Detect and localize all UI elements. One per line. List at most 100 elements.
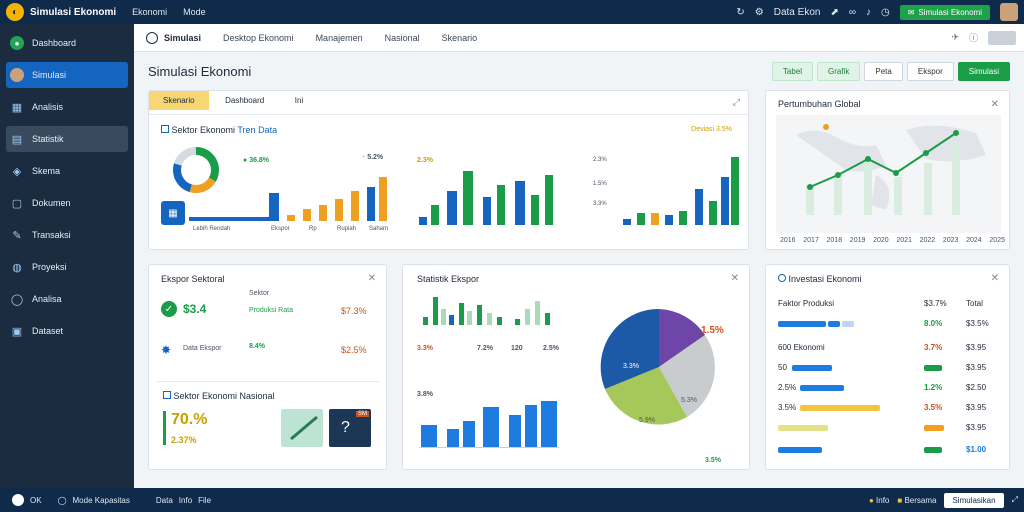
simulasi-button[interactable]: Simulasi: [957, 62, 1010, 81]
share-icon[interactable]: ⬈: [830, 6, 839, 18]
bar: [515, 181, 525, 225]
clock-icon[interactable]: ◷: [880, 6, 890, 18]
topbar-action-button[interactable]: ✉ Simulasi Ekonomi: [899, 4, 990, 20]
sidebar-item-analisa[interactable]: ◯ Analisa: [10, 293, 62, 306]
bar-chart-c: [615, 153, 739, 225]
close-icon[interactable]: ✕: [730, 273, 739, 284]
peta-button[interactable]: Peta: [864, 62, 903, 81]
row-bar: [924, 365, 942, 371]
bar: [731, 157, 739, 225]
axis-line: [419, 447, 559, 448]
menu-item-mode[interactable]: Mode: [183, 7, 206, 17]
sidebar-item-dataset[interactable]: ▣ Dataset: [11, 325, 64, 338]
sidebar-item-statistik[interactable]: ▤ Statistik: [6, 126, 128, 152]
document-icon: ▢: [11, 197, 23, 210]
tab-skenario[interactable]: Skenario: [441, 32, 478, 43]
bar: [421, 425, 437, 447]
row-bar: [924, 447, 942, 453]
mode-label[interactable]: Mode Kapasitas: [72, 495, 130, 505]
investment-card: Investasi Ekonomi ✕ Faktor Produksi $3.7…: [765, 264, 1010, 470]
bar: [303, 209, 311, 221]
chart-c-low: 3.3%: [593, 201, 607, 207]
pie-label: 5.3%: [681, 397, 697, 404]
avatar[interactable]: [1000, 3, 1018, 21]
info-icon[interactable]: ⓘ: [968, 33, 978, 43]
card-title: Investasi Ekonomi: [778, 274, 862, 284]
info-tag[interactable]: ● Info: [868, 495, 890, 505]
bar: [449, 315, 454, 325]
link-icon[interactable]: ∞: [848, 6, 856, 18]
pin-icon[interactable]: ✈: [951, 32, 959, 42]
pie-label: 3.3%: [623, 363, 639, 370]
file-label[interactable]: File: [198, 495, 212, 505]
search-box[interactable]: [988, 30, 1016, 45]
kpi-2: ◔ 5.2%: [361, 154, 384, 161]
bar: [269, 193, 279, 221]
menu-item-ekonomi[interactable]: Ekonomi: [132, 7, 168, 17]
sector-title: Sektor Ekonomi Tren Data: [161, 125, 277, 135]
bar: [515, 319, 520, 325]
tab-nasional[interactable]: Nasional: [384, 32, 420, 43]
bar: [651, 213, 659, 225]
user-label[interactable]: Data Ekon: [773, 6, 821, 18]
kpi-export-sub: Sektor: [249, 290, 270, 297]
sidebar-item-proyeksi[interactable]: ◍ Proyeksi: [6, 254, 128, 280]
expand-icon[interactable]: ⤢: [732, 97, 740, 107]
bar: [447, 429, 459, 447]
section-title: Sektor Ekonomi Nasional: [163, 391, 275, 401]
sidebar-item-dokumen[interactable]: ▢ Dokumen: [11, 197, 71, 210]
tab-skenario-card[interactable]: Skenario: [149, 91, 209, 110]
close-icon[interactable]: ✕: [367, 273, 376, 284]
sector-export-card: Ekspor Sektoral ✕ ✓ $3.4 Sektor Produksi…: [148, 264, 387, 470]
thumbnail-image-dark[interactable]: SM ?: [329, 409, 371, 447]
refresh-icon[interactable]: ↻: [736, 6, 745, 18]
circle-icon: ◯: [57, 495, 67, 505]
layers-icon: ◈: [12, 165, 22, 178]
bar: [463, 171, 473, 225]
tab-desktop[interactable]: Desktop Ekonomi: [223, 32, 294, 43]
tab-home[interactable]: Simulasi: [134, 31, 201, 44]
info-label[interactable]: Info: [178, 495, 193, 505]
thumbnail-image[interactable]: [281, 409, 323, 447]
expand-icon[interactable]: ⤢: [1011, 495, 1018, 504]
settings-icon[interactable]: ⚙: [754, 6, 764, 18]
bar: [637, 213, 645, 225]
bar: [483, 197, 491, 225]
app-title: Simulasi Ekonomi: [30, 6, 117, 18]
table-header: Faktor Produksi: [778, 299, 835, 308]
sidebar-item-dashboard[interactable]: ● Dashboard: [6, 30, 128, 56]
close-icon[interactable]: ✕: [990, 99, 999, 110]
bar: [431, 205, 439, 225]
ekspor-button[interactable]: Ekspor: [906, 62, 954, 81]
big-value: 70.%: [171, 411, 208, 428]
status-bar: OK ◯ Mode Kapasitas Data Info File ● Inf…: [0, 488, 1024, 512]
tab-manajemen[interactable]: Manajemen: [315, 32, 363, 43]
pie-label: 5.9%: [639, 417, 655, 424]
data-label[interactable]: Data: [155, 495, 173, 505]
bar: [463, 421, 475, 447]
tab-dashboard-card[interactable]: Dashboard: [225, 96, 265, 105]
close-icon[interactable]: ✕: [990, 273, 999, 284]
tab-ini-card[interactable]: Ini: [294, 96, 304, 105]
simulate-button[interactable]: Simulasikan: [944, 492, 1004, 508]
sidebar-item-skema[interactable]: ◈ Skema: [6, 158, 128, 184]
bar: [467, 311, 472, 325]
blue-chart-label: 3.8%: [417, 391, 433, 398]
export-stats-card: Statistik Ekspor ✕ 3.3% 7.2% 120 2.5% 3.…: [402, 264, 750, 470]
sidebar-item-analisis[interactable]: ▦ Analisis: [11, 101, 64, 114]
tabel-button[interactable]: Tabel: [771, 62, 814, 81]
grafik-button[interactable]: Grafik: [817, 62, 861, 81]
bar: [459, 303, 464, 325]
sidebar-item-transaksi[interactable]: ✎ Transaksi: [6, 222, 128, 248]
bell-icon[interactable]: ♪: [865, 6, 871, 18]
axis-label: Saham: [369, 226, 389, 232]
github-icon[interactable]: [12, 494, 24, 506]
home-icon: [146, 31, 158, 44]
blue-bar-chart: [419, 399, 559, 447]
chart-a-icon[interactable]: ▦: [161, 201, 185, 225]
stat-value: 7.2%: [477, 345, 493, 352]
card-tabs: Skenario Dashboard Ini ⤢: [149, 91, 750, 115]
sidebar-item-simulasi[interactable]: Simulasi: [6, 62, 128, 88]
shared-tag[interactable]: ■ Bersama: [897, 495, 937, 505]
globe-icon: ◍: [12, 261, 22, 274]
